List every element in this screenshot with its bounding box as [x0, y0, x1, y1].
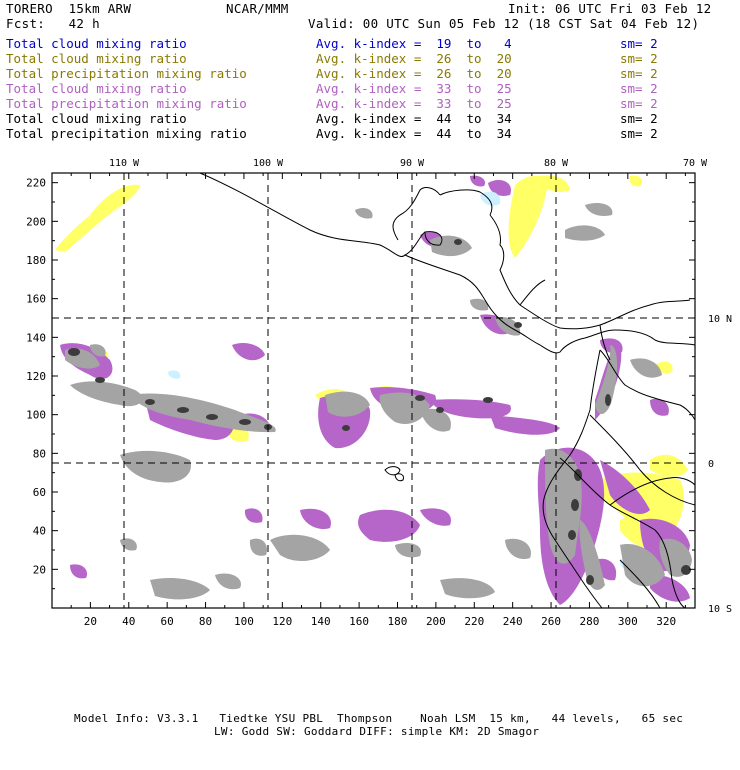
x-tick-label: 300 — [618, 615, 638, 628]
x-tick-label: 180 — [388, 615, 408, 628]
longitude-label: 70 W — [683, 158, 708, 169]
legend-kindex: Avg. k-index = 19 to 4 — [316, 36, 512, 51]
legend-kindex: Avg. k-index = 44 to 34 — [316, 111, 512, 126]
field-dark-cores — [68, 239, 691, 585]
footer-model-info: Model Info: V3.3.1 Tiedtke YSU PBL Thomp… — [74, 712, 684, 725]
y-tick-label: 100 — [26, 409, 46, 422]
x-tick-label: 220 — [464, 615, 484, 628]
legend-smoothing: sm= 2 — [620, 81, 658, 96]
coastlines — [199, 173, 695, 608]
x-tick-label: 140 — [311, 615, 331, 628]
x-tick-label: 40 — [122, 615, 135, 628]
forecast-hour: Fcst: 42 h — [6, 16, 100, 31]
x-tick-label: 120 — [272, 615, 292, 628]
y-tick-label: 40 — [33, 525, 46, 538]
legend-kindex: Avg. k-index = 26 to 20 — [316, 66, 512, 81]
legend-kindex: Avg. k-index = 33 to 25 — [316, 96, 512, 111]
legend-field: Total cloud mixing ratio — [6, 36, 187, 51]
axis-ticks — [52, 173, 695, 608]
y-tick-label: 120 — [26, 370, 46, 383]
legend-smoothing: sm= 2 — [620, 96, 658, 111]
y-tick-label: 60 — [33, 486, 46, 499]
longitude-label: 80 W — [544, 158, 569, 169]
y-tick-label: 20 — [33, 563, 46, 576]
legend-smoothing: sm= 2 — [620, 36, 658, 51]
x-tick-label: 60 — [161, 615, 174, 628]
longitude-label: 90 W — [400, 158, 425, 169]
legend-smoothing: sm= 2 — [620, 51, 658, 66]
x-tick-label: 280 — [579, 615, 599, 628]
legend-kindex: Avg. k-index = 26 to 20 — [316, 51, 512, 66]
legend-field: Total cloud mixing ratio — [6, 111, 187, 126]
init-time: Init: 06 UTC Fri 03 Feb 12 — [508, 1, 712, 16]
plot-frame — [51, 172, 696, 609]
valid-time: Valid: 00 UTC Sun 05 Feb 12 (18 CST Sat … — [308, 16, 700, 31]
legend-smoothing: sm= 2 — [620, 66, 658, 81]
y-tick-label: 80 — [33, 447, 46, 460]
y-tick-label: 220 — [26, 177, 46, 190]
x-tick-label: 160 — [349, 615, 369, 628]
latitude-label: 10 N — [708, 314, 732, 325]
axis-tick-labels: 20 40 60 80 100 120 140 160 180 200 220 240 260 280 30… — [26, 158, 732, 628]
legend-kindex: Avg. k-index = 33 to 25 — [316, 81, 512, 96]
x-tick-label: 80 — [199, 615, 212, 628]
legend-smoothing: sm= 2 — [620, 111, 658, 126]
latitude-label: 10 S — [708, 604, 732, 615]
legend-field: Total cloud mixing ratio — [6, 51, 187, 66]
y-tick-label: 140 — [26, 331, 46, 344]
fields — [55, 175, 692, 605]
graticule — [52, 173, 695, 608]
x-tick-label: 20 — [84, 615, 97, 628]
legend-field: Total precipitation mixing ratio — [6, 126, 247, 141]
organization: NCAR/MMM — [226, 1, 289, 16]
legend-kindex: Avg. k-index = 44 to 34 — [316, 126, 512, 141]
legend-smoothing: sm= 2 — [620, 126, 658, 141]
longitude-label: 110 W — [109, 158, 140, 169]
y-tick-label: 200 — [26, 215, 46, 228]
legend-field: Total precipitation mixing ratio — [6, 66, 247, 81]
x-tick-label: 320 — [656, 615, 676, 628]
footer-physics-info: LW: Godd SW: Goddard DIFF: simple KM: 2D… — [214, 725, 540, 738]
y-tick-label: 180 — [26, 254, 46, 267]
model-title: TORERO 15km ARW — [6, 1, 132, 16]
latitude-label: 0 — [708, 459, 714, 470]
x-tick-label: 200 — [426, 615, 446, 628]
x-tick-label: 100 — [234, 615, 254, 628]
y-tick-label: 160 — [26, 293, 46, 306]
legend-field: Total cloud mixing ratio — [6, 81, 187, 96]
x-tick-label: 240 — [503, 615, 523, 628]
longitude-label: 100 W — [253, 158, 284, 169]
map-panel: 20 40 60 80 100 120 140 160 180 200 220 240 260 280 30… — [26, 158, 732, 628]
x-tick-label: 260 — [541, 615, 561, 628]
legend-field: Total precipitation mixing ratio — [6, 96, 247, 111]
